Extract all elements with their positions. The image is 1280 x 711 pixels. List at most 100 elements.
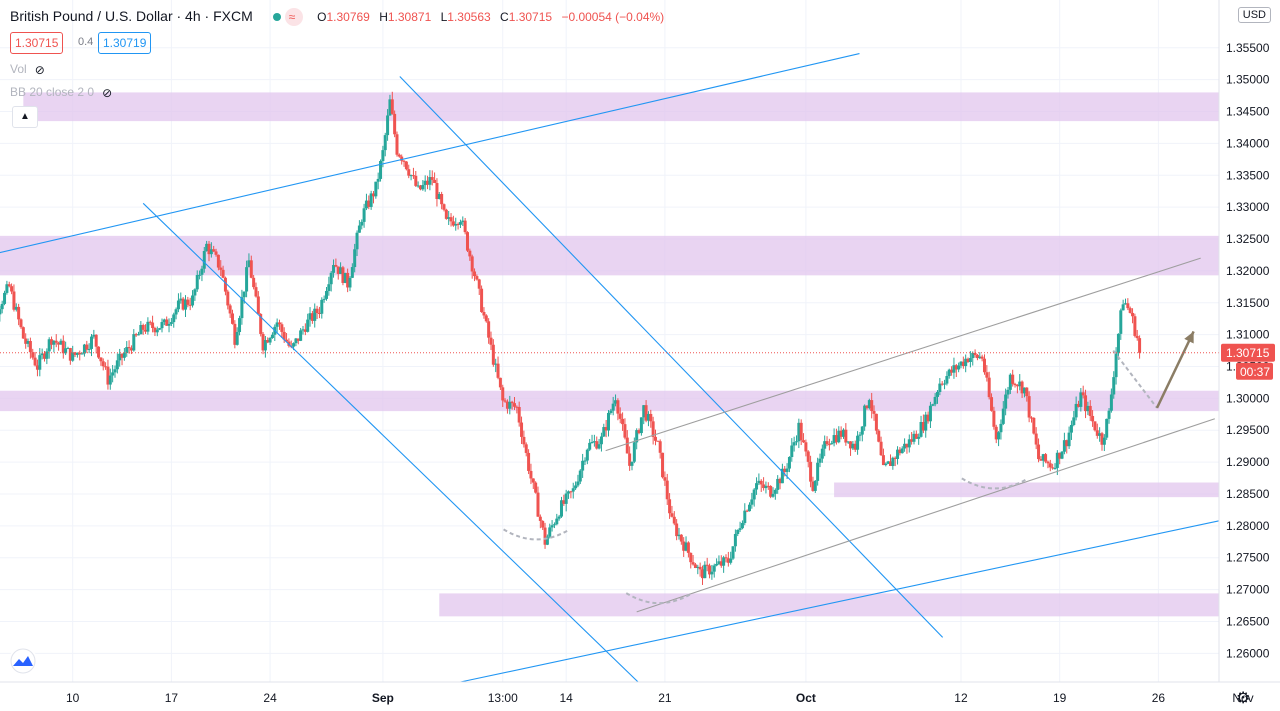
candle-body	[637, 430, 641, 434]
candle-body	[1001, 408, 1005, 424]
candle-body	[188, 304, 192, 306]
candle-body	[978, 356, 982, 359]
candle-body	[635, 430, 639, 443]
candle-body	[905, 443, 909, 448]
candle-body	[216, 254, 220, 268]
candle-body	[266, 340, 270, 343]
candle-body	[816, 462, 820, 481]
candle-body	[543, 527, 547, 545]
candle-body	[1114, 352, 1118, 378]
candle-body	[954, 365, 958, 370]
candle-body	[1086, 405, 1090, 412]
candle-body	[1034, 433, 1038, 445]
candle-body	[938, 383, 942, 393]
candle-body	[811, 481, 815, 491]
candle-body	[1123, 303, 1127, 305]
candle-body	[957, 365, 961, 370]
candle-body	[980, 356, 984, 359]
candle-body	[1048, 463, 1052, 468]
candle-body	[755, 483, 759, 490]
price-zone	[0, 390, 1219, 412]
candle-body	[402, 160, 406, 162]
candle-body	[167, 323, 171, 326]
candle-body	[449, 217, 453, 222]
candle-body	[7, 284, 11, 287]
eye-hidden-icon[interactable]: ⊘	[102, 85, 113, 100]
candle-body	[592, 441, 596, 443]
candle-body	[888, 461, 892, 466]
eye-hidden-icon[interactable]: ⊘	[34, 62, 45, 77]
candle-body	[639, 417, 643, 434]
x-tick-label: 17	[165, 691, 179, 705]
collapse-indicators-button[interactable]: ▲	[12, 106, 38, 128]
indicator-vol[interactable]: Vol ⊘	[10, 62, 45, 77]
candle-body	[228, 305, 232, 314]
candle-body	[108, 375, 112, 385]
candle-body	[1025, 387, 1029, 397]
candle-body	[423, 180, 427, 186]
candle-body	[1029, 417, 1033, 419]
candle-body	[386, 115, 390, 136]
candle-body	[1109, 394, 1113, 411]
candle-body	[874, 413, 878, 431]
candle-body	[52, 340, 56, 345]
candle-body	[183, 299, 187, 310]
candle-body	[928, 405, 932, 422]
candle-body	[33, 357, 37, 366]
current-price-tag	[1221, 343, 1275, 362]
gear-icon[interactable]: ⚙	[1236, 690, 1251, 707]
candle-body	[649, 413, 653, 422]
candle-body	[487, 321, 491, 338]
y-tick-label: 1.29500	[1226, 423, 1270, 437]
candle-body	[89, 336, 93, 349]
candle-body	[299, 330, 303, 341]
indicator-bb[interactable]: BB 20 close 2 0 ⊘	[10, 85, 113, 100]
x-tick-label: 24	[263, 691, 277, 705]
candle-body	[38, 355, 42, 370]
candle-body	[1074, 403, 1078, 418]
candle-body	[498, 377, 502, 388]
candle-body	[306, 319, 310, 332]
candle-body	[893, 457, 897, 459]
candle-body	[1032, 417, 1036, 434]
candle-body	[261, 333, 265, 351]
candle-body	[583, 460, 587, 462]
candle-body	[489, 337, 493, 345]
candle-body	[997, 432, 1001, 440]
candle-body	[482, 311, 486, 316]
candle-body	[327, 284, 331, 291]
candle-body	[712, 565, 716, 572]
candle-body	[595, 441, 599, 449]
ask-price[interactable]: 1.30719	[98, 32, 152, 54]
candle-body	[599, 436, 603, 445]
candle-body	[367, 200, 371, 207]
candle-body	[343, 272, 347, 283]
candle-body	[898, 449, 902, 454]
candle-body	[651, 421, 655, 437]
currency-button[interactable]: USD	[1237, 7, 1271, 23]
candle-body	[743, 510, 747, 524]
candle-body	[665, 480, 669, 500]
candle-body	[40, 353, 44, 356]
candle-body	[270, 334, 274, 339]
candle-body	[461, 220, 465, 223]
candle-body	[1128, 308, 1132, 313]
tradingview-logo-icon[interactable]	[8, 648, 38, 674]
candle-body	[823, 441, 827, 449]
symbol-title[interactable]: British Pound / U.S. Dollar · 4h · FXCM	[10, 8, 253, 24]
candle-body	[371, 193, 375, 197]
bid-price[interactable]: 1.30715	[10, 32, 64, 54]
candle-body	[421, 185, 425, 190]
candle-body	[971, 352, 975, 359]
candle-body	[841, 429, 845, 437]
candle-body	[120, 353, 124, 358]
candle-body	[1079, 392, 1083, 407]
candle-body	[411, 175, 415, 177]
candle-body	[118, 353, 122, 361]
time-axis: 10 17 24 Sep 13:00 14 21 Oct 12 19 26 Nov	[0, 681, 1280, 711]
candle-body	[510, 401, 514, 404]
candle-body	[935, 392, 939, 397]
candle-body	[308, 313, 312, 320]
candle-body	[656, 440, 660, 442]
